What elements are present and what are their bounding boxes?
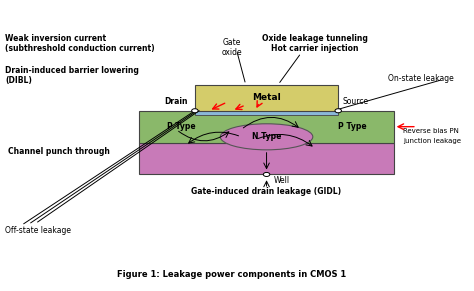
Bar [139, 111, 394, 143]
Text: (subthreshold conduction current): (subthreshold conduction current) [5, 44, 155, 53]
Text: Figure 1: Leakage power components in CMOS 1: Figure 1: Leakage power components in CM… [117, 270, 346, 279]
Circle shape [191, 109, 198, 113]
Text: Well: Well [273, 176, 290, 185]
Bar [195, 85, 338, 111]
Text: Metal: Metal [252, 93, 281, 102]
Text: junction leakage: junction leakage [403, 138, 461, 144]
Text: Gate: Gate [223, 38, 241, 47]
Text: P Type: P Type [167, 122, 195, 131]
Text: Off-state leakage: Off-state leakage [5, 226, 71, 235]
Text: N Type: N Type [252, 132, 281, 141]
Text: Drain-induced barrier lowering: Drain-induced barrier lowering [5, 66, 139, 75]
Text: P Type: P Type [338, 122, 366, 131]
Text: Weak inversion current: Weak inversion current [5, 34, 107, 43]
Circle shape [264, 173, 270, 176]
Circle shape [335, 109, 341, 113]
Text: Source: Source [343, 97, 369, 107]
Text: oxide: oxide [221, 48, 242, 57]
Ellipse shape [220, 124, 313, 150]
Text: Channel punch through: Channel punch through [8, 147, 109, 156]
Text: (DIBL): (DIBL) [5, 76, 32, 85]
Text: Reverse bias PN: Reverse bias PN [403, 128, 459, 134]
Text: Hot carrier injection: Hot carrier injection [271, 44, 359, 53]
Bar [195, 111, 338, 115]
Text: Oxide leakage tunneling: Oxide leakage tunneling [262, 34, 368, 43]
Text: On-state leakage: On-state leakage [388, 74, 454, 84]
Bar [139, 143, 394, 175]
Text: Gate-induced drain leakage (GIDL): Gate-induced drain leakage (GIDL) [191, 187, 342, 196]
Text: Drain: Drain [164, 97, 188, 107]
